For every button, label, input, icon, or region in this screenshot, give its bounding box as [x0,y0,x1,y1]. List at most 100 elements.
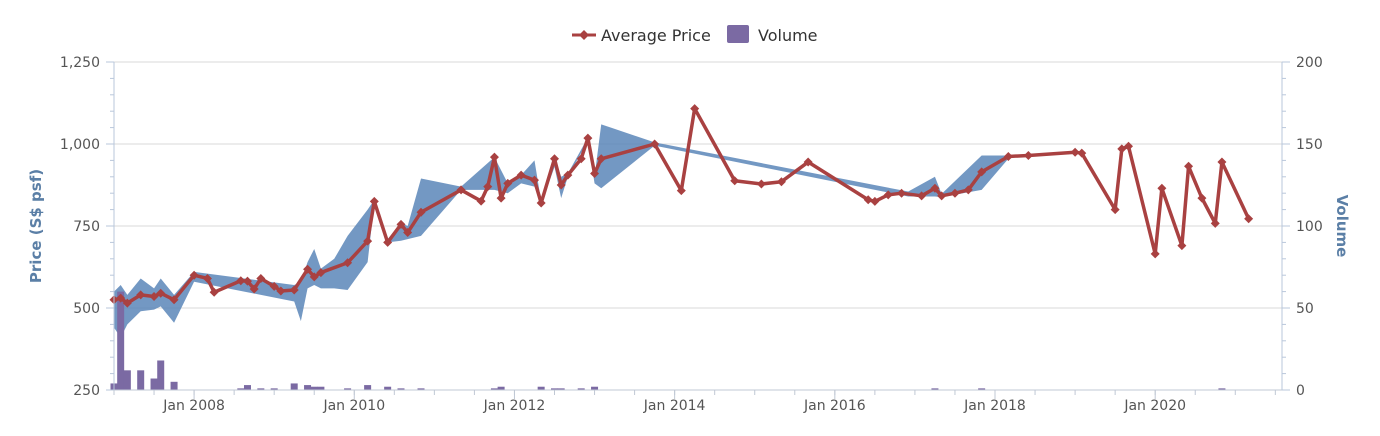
price-marker[interactable] [930,183,940,193]
price-marker[interactable] [1070,147,1080,157]
volume-bar[interactable] [1218,388,1226,390]
price-marker[interactable] [776,177,786,187]
price-marker[interactable] [489,152,499,162]
volume-bar[interactable] [170,381,178,390]
volume-bar[interactable] [290,383,298,390]
volume-bar[interactable] [157,360,165,390]
price-marker[interactable] [289,285,299,295]
price-marker[interactable] [1217,157,1227,167]
price-marker[interactable] [1123,141,1133,151]
volume-bar[interactable] [557,388,565,390]
volume-bar[interactable] [344,388,352,390]
price-marker[interactable] [276,286,286,296]
price-marker[interactable] [1110,205,1120,215]
price-marker[interactable] [202,273,212,283]
price-marker[interactable] [730,176,740,186]
volume-bar[interactable] [257,388,265,390]
price-marker[interactable] [303,264,313,274]
volume-bar[interactable] [270,388,278,390]
volume-bar[interactable] [243,385,251,390]
price-marker[interactable] [977,167,987,177]
price-marker[interactable] [1077,148,1087,158]
price-marker[interactable] [1210,218,1220,228]
price-marker[interactable] [583,133,593,143]
price-marker[interactable] [483,182,493,192]
price-marker[interactable] [803,157,813,167]
price-marker[interactable] [1177,241,1187,251]
price-marker[interactable] [917,191,927,201]
price-marker[interactable] [897,188,907,198]
volume-bar[interactable] [117,291,125,390]
price-marker[interactable] [1244,214,1254,224]
price-marker[interactable] [563,170,573,180]
volume-bar[interactable] [591,386,599,390]
price-marker[interactable] [396,219,406,229]
volume-bar[interactable] [310,386,318,390]
volume-bar[interactable] [931,388,939,390]
price-marker[interactable] [136,290,146,300]
price-marker[interactable] [476,196,486,206]
volume-bar[interactable] [490,388,498,390]
price-marker[interactable] [590,169,600,179]
price-marker[interactable] [369,196,379,206]
price-marker[interactable] [529,175,539,185]
price-marker[interactable] [690,104,700,114]
volume-bar[interactable] [237,388,245,390]
volume-bar[interactable] [497,386,505,390]
price-marker[interactable] [516,170,526,180]
legend-volume[interactable]: Volume [727,25,818,45]
price-marker[interactable] [1023,150,1033,160]
volume-bar[interactable] [137,370,145,390]
volume-bar[interactable] [417,388,425,390]
price-marker[interactable] [556,180,566,190]
volume-bar[interactable] [364,385,372,390]
price-marker[interactable] [403,228,413,238]
volume-bar[interactable] [577,388,585,390]
price-marker[interactable] [1117,144,1127,154]
volume-bar[interactable] [150,378,158,390]
price-marker[interactable] [1197,193,1207,203]
price-marker[interactable] [169,295,179,305]
price-marker[interactable] [156,288,166,298]
price-marker[interactable] [316,268,326,278]
price-marker[interactable] [363,236,373,246]
price-marker[interactable] [343,258,353,268]
price-marker[interactable] [189,270,199,280]
price-marker[interactable] [963,185,973,195]
price-marker[interactable] [870,196,880,206]
price-marker[interactable] [503,178,513,188]
price-marker[interactable] [383,237,393,247]
volume-bar[interactable] [551,388,559,390]
volume-bar[interactable] [537,386,545,390]
price-marker[interactable] [950,188,960,198]
volume-bar[interactable] [304,385,312,390]
price-marker[interactable] [309,272,319,282]
price-marker[interactable] [122,298,132,308]
volume-bar[interactable] [397,388,405,390]
price-marker[interactable] [650,139,660,149]
price-marker[interactable] [576,154,586,164]
price-marker[interactable] [236,276,246,286]
price-marker[interactable] [1184,161,1194,171]
price-marker[interactable] [550,154,560,164]
price-marker[interactable] [863,195,873,205]
price-marker[interactable] [883,190,893,200]
price-marker[interactable] [1150,249,1160,259]
price-marker[interactable] [209,287,219,297]
price-marker[interactable] [149,292,159,302]
volume-bar[interactable] [123,370,131,390]
volume-bar[interactable] [978,388,986,390]
price-marker[interactable] [756,179,766,189]
price-marker[interactable] [1003,151,1013,161]
legend-price[interactable]: Average Price [572,26,711,45]
price-marker[interactable] [416,207,426,217]
price-marker[interactable] [116,293,126,303]
price-marker[interactable] [256,273,266,283]
price-marker[interactable] [249,284,259,294]
price-marker[interactable] [937,191,947,201]
price-marker[interactable] [1157,183,1167,193]
legend[interactable]: Average Price Volume [572,25,818,45]
price-marker[interactable] [496,193,506,203]
price-marker[interactable] [242,276,252,286]
price-marker[interactable] [536,198,546,208]
